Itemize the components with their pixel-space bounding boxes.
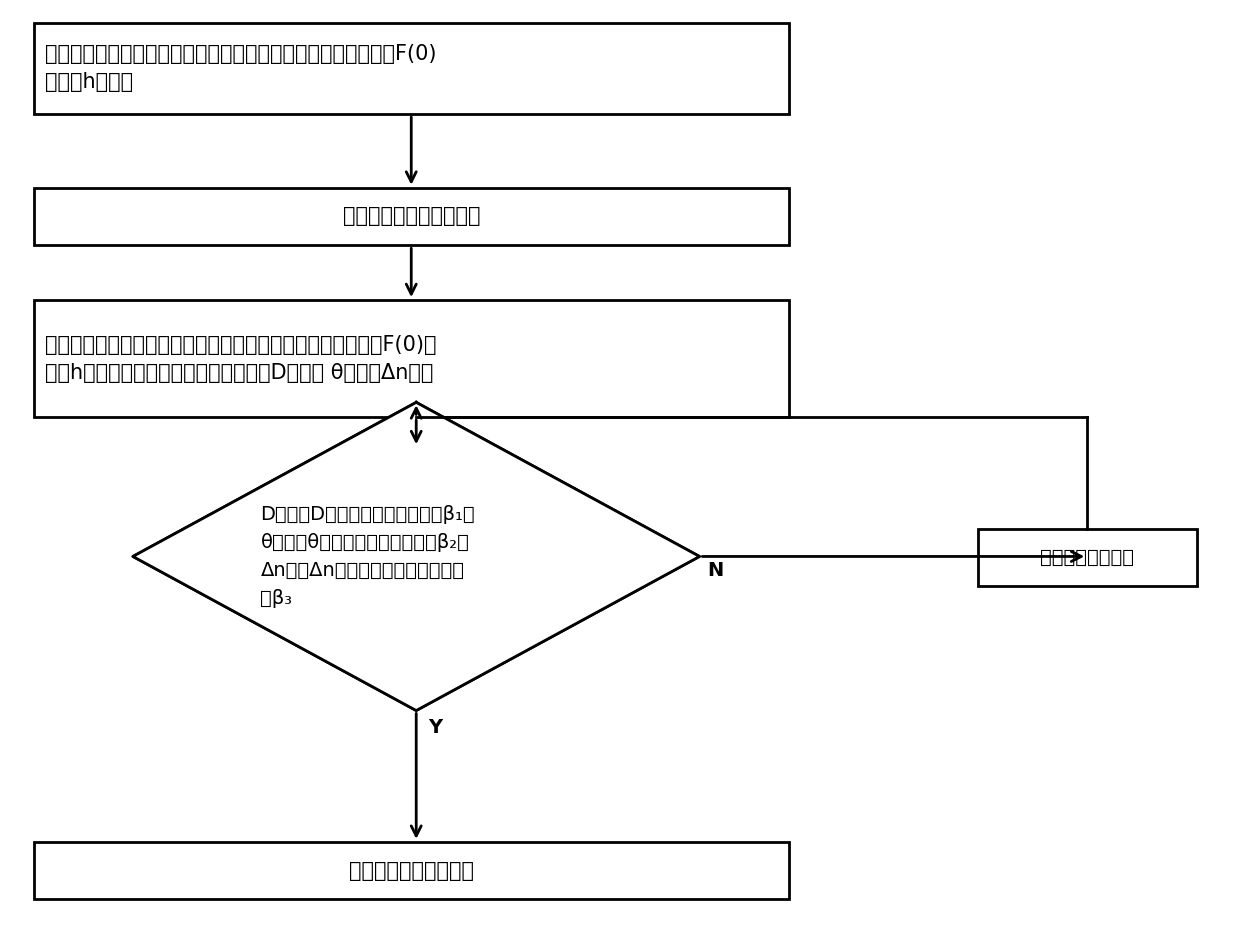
Text: N: N: [708, 561, 724, 581]
Text: 调整纺丝工艺参数: 调整纺丝工艺参数: [1040, 548, 1135, 567]
Text: 输出当前纺丝工艺参数: 输出当前纺丝工艺参数: [348, 860, 474, 881]
Text: 赋予材料参数、纺丝组件参数、纺丝工艺参数、喉丝孔处的应力F(0)
和步长h初始値: 赋予材料参数、纺丝组件参数、纺丝工艺参数、喉丝孔处的应力F(0) 和步长h初始値: [46, 45, 436, 92]
Bar: [33, 22, 789, 114]
Text: 建立燕纺成形动力学模型: 建立燕纺成形动力学模型: [342, 207, 480, 226]
Bar: [33, 842, 789, 899]
Text: Y: Y: [428, 719, 443, 737]
Polygon shape: [133, 403, 699, 710]
Text: D当前与D目标的偏差値小于等于β₁、
θ当前与θ目标的偏差値小于等于β₂且
Δn当前Δn目标的偏差値小于等于阈
値β₃: D当前与D目标的偏差値小于等于β₁、 θ当前与θ目标的偏差値小于等于β₂且 Δn…: [260, 505, 475, 608]
Bar: [33, 300, 789, 418]
Bar: [978, 528, 1197, 586]
Text: 将材料参数、纺丝组件参数、纺丝工艺参数、喉丝孔处的应力F(0)和
步长h代入燕纺成形动力学模型计算得到D当前、 θ当前和Δn当前: 将材料参数、纺丝组件参数、纺丝工艺参数、喉丝孔处的应力F(0)和 步长h代入燕纺…: [46, 335, 436, 383]
Bar: [33, 187, 789, 245]
